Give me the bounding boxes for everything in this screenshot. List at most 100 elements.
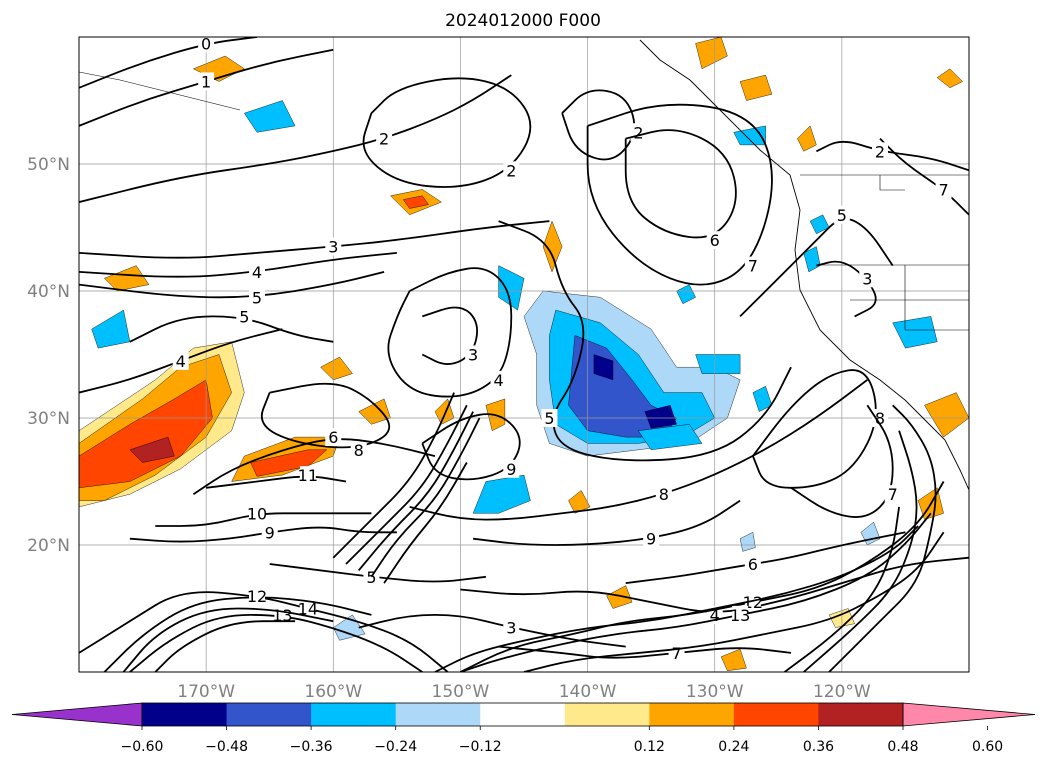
contour-label-bg	[350, 440, 367, 459]
anomaly-patch-20	[937, 68, 963, 88]
contour-line-18	[409, 379, 868, 521]
colorbar-extend-high	[902, 702, 1036, 727]
contour-label-bg	[935, 180, 952, 199]
contour-label-bg	[503, 618, 520, 637]
lon-tick-label: 120°W	[813, 682, 871, 702]
contour-label-bg	[490, 370, 507, 389]
colorbar-tick-label: 0.24	[718, 739, 749, 755]
contour-line-43	[790, 404, 894, 518]
contour-line-40	[803, 430, 918, 672]
contour-label: 4	[710, 606, 720, 625]
colorbar-segment	[564, 703, 650, 726]
contour-label: 11	[298, 466, 318, 485]
contour-line-33	[154, 620, 296, 672]
chart-title: 2024012000 F000	[445, 11, 601, 31]
contour-line-16	[260, 382, 391, 449]
contour-line-7	[79, 48, 334, 127]
contour-label-bg	[732, 605, 749, 624]
contour-line-37	[383, 462, 468, 584]
lat-tick-label: 20°N	[27, 536, 70, 556]
anomaly-patch-33	[638, 424, 703, 450]
contour-label: 4	[176, 352, 186, 371]
contour-label-bg	[872, 142, 888, 161]
lat-tick-label: 40°N	[27, 282, 70, 302]
contour-line-23	[269, 563, 487, 583]
anomaly-patch-31	[695, 354, 741, 374]
contour-line-31	[103, 596, 372, 672]
colorbar-tick-label: 0.12	[634, 739, 665, 755]
contour-line-42	[752, 369, 877, 489]
contour-label-bg	[249, 504, 265, 523]
colorbar-segment	[818, 703, 904, 726]
contour-label: 8	[659, 485, 669, 504]
lon-tick-label: 150°W	[432, 682, 490, 702]
contour-label-bg	[198, 72, 215, 91]
contour-label: 7	[888, 485, 898, 504]
contour-label-bg	[249, 288, 265, 307]
contour-line-50	[816, 140, 969, 172]
contour-line-17	[421, 413, 521, 481]
contour-label-bg	[859, 269, 876, 288]
anomaly-patch-8	[403, 195, 429, 209]
contour-label: 3	[468, 346, 478, 365]
contour-label: 5	[544, 409, 554, 428]
anomaly-patch-3	[129, 436, 175, 463]
colorbar-segment	[142, 703, 228, 726]
contour-line-36	[370, 417, 481, 578]
contour-line-32	[122, 607, 334, 672]
contour-label: 10	[247, 504, 267, 523]
colorbar-tick-label: 0.36	[803, 739, 834, 755]
contour-label-bg	[198, 37, 215, 53]
contour-line-6	[79, 74, 512, 203]
longitude-tick-labels: 170°W 160°W 150°W 140°W 130°W 120°W	[177, 682, 871, 702]
contour-label: 8	[875, 409, 885, 428]
anomaly-patch-16	[606, 585, 633, 609]
contour-label: 2	[506, 161, 516, 180]
colorbar-tick-labels: −0.60 −0.48 −0.36 −0.24 −0.12 0.12 0.24 0.36 0.4…	[121, 726, 1003, 755]
contour-line-27	[434, 525, 919, 672]
contour-label: 7	[671, 644, 681, 663]
contour-label: 5	[366, 568, 376, 587]
anomaly-patch-43	[689, 5, 721, 30]
contour-label: 2	[633, 123, 643, 142]
anomaly-patch-41	[803, 246, 821, 273]
colorbar-tick-label: 0.60	[972, 739, 1003, 755]
colorbar-segment	[226, 703, 312, 726]
contour-line-44	[192, 438, 436, 495]
anomaly-patch-17	[695, 37, 728, 69]
anomaly-patch-29	[644, 405, 677, 429]
contour-label-bg	[706, 231, 723, 250]
contour-line-34	[345, 404, 468, 565]
contour-label-bg	[376, 129, 393, 148]
contour-label: 9	[265, 523, 275, 542]
contour-label: 5	[837, 206, 847, 225]
contour-line-30	[129, 613, 423, 672]
anomaly-patch-46	[739, 532, 756, 552]
colorbar-outline	[141, 702, 904, 727]
contour-label-bg	[325, 237, 342, 256]
anomaly-patch-39	[892, 316, 938, 349]
colorbar-segment	[311, 703, 397, 726]
contour-line-26	[460, 512, 932, 672]
contour-line-9	[362, 77, 532, 188]
contour-line-5	[79, 220, 550, 259]
contour-label: 3	[862, 269, 872, 288]
contour-label: 12	[247, 587, 267, 606]
contour-label: 5	[252, 288, 262, 307]
contour-line-0	[129, 526, 397, 543]
contour-line-48	[816, 260, 877, 318]
contour-label-bg	[541, 409, 558, 427]
contour-label-bg	[172, 351, 189, 370]
contour-label: 2	[875, 142, 885, 161]
contour-label: 4	[252, 263, 262, 282]
anomaly-patch-5	[250, 449, 328, 477]
contour-line-20	[625, 531, 906, 584]
contour-label: 9	[646, 530, 656, 549]
contour-label: 6	[748, 555, 758, 574]
colorbar-tick-label: −0.60	[121, 739, 164, 755]
anomaly-patch-34	[244, 100, 296, 133]
contour-label-bg	[325, 428, 342, 447]
contour-line-10	[561, 89, 636, 161]
contour-label-bg	[503, 161, 520, 180]
contour-line-11	[624, 129, 737, 239]
